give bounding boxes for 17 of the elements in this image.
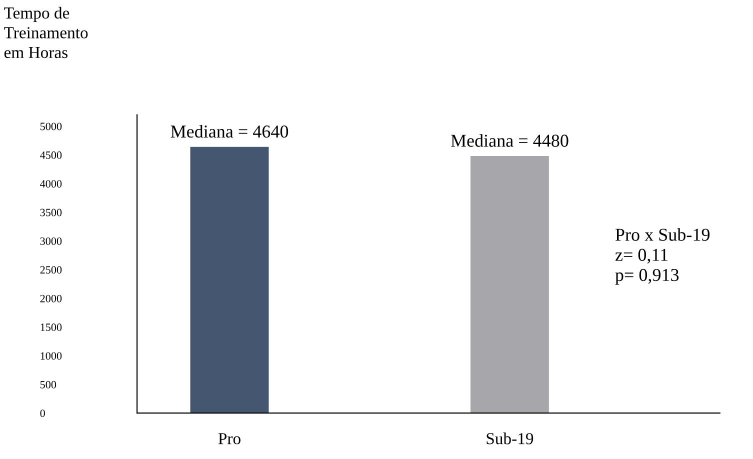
y-tick-label: 3000 — [40, 237, 62, 245]
y-tick-label: 2500 — [40, 266, 62, 274]
y-axis-title: Tempo de Treinamento em Horas — [4, 6, 88, 58]
x-tick-label: Pro — [218, 433, 240, 444]
y-tick-label: 3500 — [40, 208, 62, 216]
y-tick-label: 5000 — [40, 122, 62, 130]
y-tick-label: 1500 — [40, 324, 62, 331]
y-tick-label: 4000 — [40, 180, 62, 188]
y-tick-label: 2000 — [40, 294, 62, 302]
y-tick-label: 500 — [40, 380, 56, 388]
data-label: Mediana = 4640 — [170, 124, 288, 138]
y-tick-label: 1000 — [40, 352, 62, 360]
annotation: Pro x Sub-19 z= 0,11 p= 0,913 — [615, 228, 710, 285]
data-label: Mediana = 4480 — [450, 134, 568, 147]
y-tick-label: 0 — [40, 410, 45, 418]
x-tick-label: Sub-19 — [486, 432, 534, 444]
y-tick-label: 4500 — [40, 151, 62, 159]
